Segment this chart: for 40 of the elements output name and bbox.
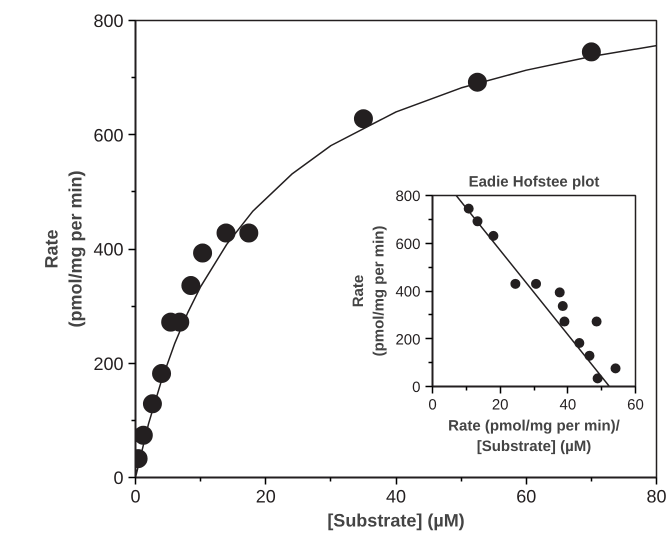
point — [592, 316, 602, 327]
point — [468, 72, 487, 92]
y-tick-label: 400 — [395, 284, 421, 300]
x-tick-label: 40 — [386, 486, 406, 506]
x-tick-label: 20 — [492, 396, 509, 414]
x-tick-label: 60 — [627, 396, 644, 414]
x-tick-label: 40 — [559, 396, 576, 414]
point — [531, 278, 542, 289]
point — [152, 364, 172, 384]
y-tick-label: 600 — [395, 236, 421, 253]
point — [193, 244, 212, 262]
point — [216, 224, 236, 242]
point — [354, 109, 373, 128]
point — [610, 363, 621, 374]
point — [554, 287, 565, 298]
y-tick-label: 0 — [113, 468, 124, 488]
y-axis-title: Rate (pmol/mg per min) — [350, 226, 388, 356]
y-tick-label: 200 — [395, 331, 421, 348]
point — [181, 276, 200, 296]
y-tick-label: 600 — [93, 125, 124, 146]
y-tick-label: 800 — [93, 11, 124, 31]
chart-title: Eadie Hofstee plot — [468, 174, 600, 190]
x-tick-label: 0 — [130, 486, 141, 506]
x-axis-title: Rate (pmol/mg per min)/ [Substrate] (µM) — [448, 418, 621, 455]
point — [558, 301, 568, 312]
point — [559, 316, 570, 327]
point — [142, 394, 162, 414]
y-tick-label: 800 — [395, 188, 421, 205]
y-tick-label: 200 — [93, 354, 124, 374]
y-axis-title: Rate (pmol/mg per min) — [41, 170, 86, 328]
point — [510, 278, 520, 289]
x-tick-label: 0 — [428, 396, 437, 414]
point — [239, 224, 258, 242]
x-axis-title: [Substrate] (µM) — [327, 510, 465, 530]
x-tick-label: 80 — [646, 486, 667, 506]
x-tick-label: 60 — [516, 486, 536, 506]
y-tick-label: 0 — [412, 379, 420, 396]
point — [582, 42, 601, 62]
y-tick-label: 400 — [93, 240, 124, 260]
x-tick-label: 20 — [256, 486, 276, 506]
